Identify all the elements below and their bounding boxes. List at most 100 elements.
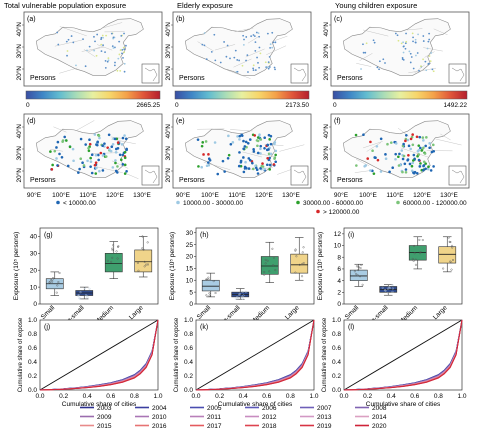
- city-dot: [407, 154, 410, 157]
- city-dot: [234, 49, 237, 52]
- city-dot: [404, 171, 408, 174]
- lat-tick-label: 20°N: [322, 66, 330, 81]
- city-dot: [89, 156, 92, 160]
- city-dot: [248, 158, 252, 162]
- data-point: [117, 245, 120, 248]
- city-dot: [259, 52, 262, 55]
- city-dot: [123, 134, 126, 137]
- x-tick-label: 0.8: [434, 393, 443, 400]
- city-dot: [123, 163, 127, 167]
- panel-label: (i): [348, 232, 354, 239]
- data-point: [391, 290, 394, 293]
- city-dot: [432, 165, 435, 168]
- city-dot: [121, 136, 125, 140]
- x-axis-label: Cumulative share of cities: [366, 401, 441, 408]
- city-dot: [116, 69, 119, 72]
- data-point: [411, 257, 414, 260]
- city-dot: [268, 156, 271, 160]
- panel-label: (k): [200, 324, 208, 331]
- city-dot: [119, 69, 122, 72]
- map-title: Total vulnerable population exposure: [4, 1, 126, 10]
- box-small: [349, 263, 368, 287]
- x-category-label: Large: [128, 304, 145, 321]
- city-dot: [252, 150, 256, 153]
- lat-tick-label: 30°N: [322, 44, 330, 59]
- city-dot: [100, 36, 103, 39]
- data-point: [112, 244, 115, 247]
- inset-shape: [144, 67, 158, 82]
- city-dot: [403, 162, 407, 166]
- city-dot: [410, 169, 414, 173]
- y-tick-label: 1.0: [28, 317, 37, 324]
- data-point: [357, 266, 360, 269]
- city-dot: [272, 163, 276, 166]
- x-tick-label: 1.0: [309, 393, 318, 400]
- unit-label: Persons: [179, 75, 205, 82]
- city-dot: [81, 161, 84, 165]
- city-dot: [266, 143, 269, 147]
- city-dot: [409, 52, 412, 55]
- city-dot: [53, 149, 57, 153]
- city-dot: [236, 59, 239, 61]
- city-dot: [71, 147, 75, 151]
- city-dot: [422, 168, 425, 172]
- city-dot: [120, 143, 124, 146]
- city-dot: [374, 156, 377, 159]
- city-dot: [417, 144, 421, 147]
- map-panel-map_row2-2: 40°N 30°N 20°N (f) Persons: [322, 113, 470, 189]
- province-border: [359, 53, 373, 61]
- data-point: [58, 271, 61, 274]
- city-dot: [394, 142, 398, 145]
- city-dot: [89, 160, 93, 163]
- city-dot: [110, 32, 113, 35]
- x-tick-label: 0.0: [191, 393, 200, 400]
- city-dot: [422, 164, 425, 168]
- lat-tick-label: 30°N: [164, 146, 172, 161]
- lat-tick-label: 30°N: [322, 146, 330, 161]
- province-border: [92, 152, 119, 154]
- dot-legend-label: 60000.00 - 120000.00: [403, 200, 467, 207]
- plot-frame: [343, 227, 463, 305]
- city-dot: [95, 143, 98, 146]
- city-dot: [256, 56, 258, 59]
- province-border: [88, 46, 101, 53]
- data-point: [263, 270, 266, 273]
- city-dot: [266, 156, 269, 160]
- city-dot: [402, 142, 405, 146]
- city-dot: [273, 142, 276, 146]
- city-dot: [247, 167, 251, 170]
- dot-legend-label: 30000.00 - 60000.00: [303, 200, 363, 207]
- city-dot: [423, 152, 427, 155]
- data-point: [294, 271, 297, 274]
- city-dot: [426, 167, 430, 171]
- year-legend-label: 2003: [97, 405, 112, 412]
- lon-tick-label: 90°E: [334, 191, 349, 199]
- city-dot: [378, 60, 381, 63]
- y-tick-label: 0.2: [28, 373, 37, 380]
- city-dot: [56, 164, 59, 167]
- x-category-label: Large: [284, 304, 301, 321]
- city-dot: [429, 169, 433, 172]
- x-tick-label: 0.8: [130, 393, 139, 400]
- y-tick-label: 0.4: [28, 359, 37, 366]
- city-dot: [269, 152, 273, 156]
- box-medium-small: [379, 284, 398, 296]
- city-dot: [266, 66, 269, 69]
- year-legend-label: 2016: [152, 423, 167, 430]
- city-dot: [242, 43, 245, 46]
- city-dot: [400, 42, 403, 45]
- x-tick-label: 0.4: [387, 393, 396, 400]
- province-border: [214, 44, 236, 51]
- province-border: [366, 142, 382, 152]
- city-dot: [77, 171, 80, 174]
- china-outline: [342, 120, 451, 178]
- box-large: [438, 236, 457, 273]
- city-dot: [72, 41, 75, 44]
- city-dot: [65, 40, 68, 43]
- city-dot: [421, 136, 425, 139]
- unit-label: Persons: [30, 177, 56, 184]
- x-tick-label: 0.0: [339, 393, 348, 400]
- city-dot: [196, 138, 200, 141]
- city-dot: [415, 54, 417, 57]
- box-medium: [104, 241, 123, 279]
